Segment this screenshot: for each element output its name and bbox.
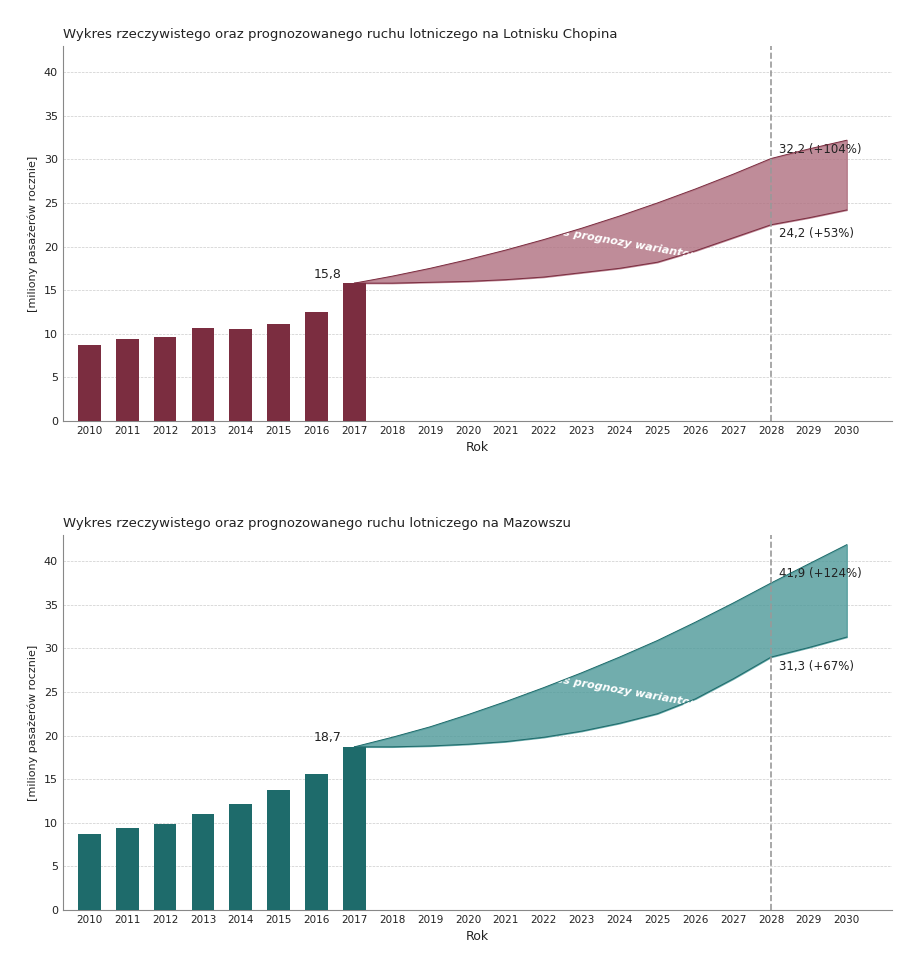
Y-axis label: [miliony pasażerów rocznie]: [miliony pasażerów rocznie] [28, 645, 39, 800]
Bar [78, 345, 100, 420]
Bar [305, 774, 327, 910]
Text: 18,7: 18,7 [313, 731, 342, 744]
Bar [153, 823, 176, 910]
Bar [78, 834, 100, 910]
Bar [305, 312, 327, 420]
Text: 31,3 (+67%): 31,3 (+67%) [777, 659, 853, 673]
Bar [343, 747, 366, 910]
Text: 32,2 (+104%): 32,2 (+104%) [777, 143, 860, 156]
Text: 24,2 (+53%): 24,2 (+53%) [777, 227, 853, 241]
Bar [229, 804, 252, 910]
Text: Wykres rzeczywistego oraz prognozowanego ruchu lotniczego na Mazowszu: Wykres rzeczywistego oraz prognozowanego… [62, 517, 570, 530]
Y-axis label: [miliony pasażerów rocznie]: [miliony pasażerów rocznie] [28, 155, 39, 312]
Bar [116, 828, 139, 910]
Text: Zakres prognozy wariantowej: Zakres prognozy wariantowej [527, 221, 711, 263]
Bar [191, 814, 214, 910]
X-axis label: Rok: Rok [465, 930, 489, 943]
Text: Wykres rzeczywistego oraz prognozowanego ruchu lotniczego na Lotnisku Chopina: Wykres rzeczywistego oraz prognozowanego… [62, 28, 617, 41]
Text: 41,9 (+124%): 41,9 (+124%) [777, 567, 860, 581]
Text: 15,8: 15,8 [313, 268, 342, 281]
Bar [229, 329, 252, 420]
Bar [343, 284, 366, 420]
Bar [191, 328, 214, 420]
Bar [116, 339, 139, 420]
Bar [267, 324, 289, 420]
Text: Zakres prognozy wariantowej: Zakres prognozy wariantowej [527, 669, 711, 712]
Bar [267, 789, 289, 910]
X-axis label: Rok: Rok [465, 441, 489, 454]
Bar [153, 337, 176, 420]
